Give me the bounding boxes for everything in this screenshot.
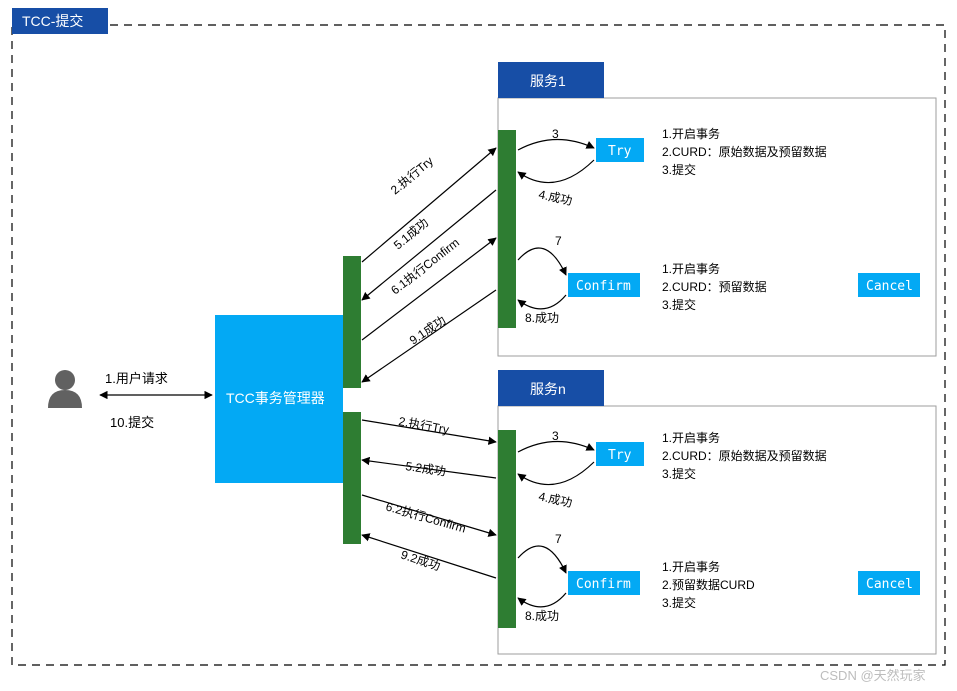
- svcn-edge-3: [518, 441, 594, 452]
- svc1-try-text: Try: [608, 144, 632, 159]
- svcn-edge-7-label: 7: [555, 532, 562, 546]
- svc1-edge-7-label: 7: [555, 234, 562, 248]
- svcn-header-text: 服务n: [530, 381, 566, 397]
- svcn-try-desc-3: 3.提交: [662, 466, 696, 481]
- svc1-green-bar: [498, 130, 516, 328]
- svc1-edge-7: [518, 248, 566, 275]
- user-request-label: 1.用户请求: [105, 371, 168, 386]
- svcn-confirm-desc-3: 3.提交: [662, 595, 696, 610]
- svcn-confirm-desc-1: 1.开启事务: [662, 559, 720, 574]
- svcn-edge-8: [518, 593, 566, 607]
- edge-svcn-2-label: 2.执行Try: [397, 414, 450, 437]
- svc1-edge-3-label: 3: [552, 127, 559, 141]
- svc1-edge-8: [518, 295, 566, 309]
- svc1-edge-8-label: 8.成功: [525, 311, 559, 325]
- user-commit-label: 10.提交: [110, 415, 154, 430]
- svc1-header-text: 服务1: [530, 73, 566, 89]
- svc1-try-desc-1: 1.开启事务: [662, 126, 720, 141]
- diagram: TCC-提交 1.用户请求 10.提交 TCC事务管理器 服务1 Try 1.开…: [0, 0, 957, 691]
- green-bar-mgr-bot: [343, 412, 361, 544]
- manager-label: TCC事务管理器: [226, 390, 325, 406]
- svcn-cancel-text: Cancel: [866, 577, 913, 592]
- svcn-green-bar: [498, 430, 516, 628]
- edge-svc1-91-label: 9.1成功: [407, 313, 449, 347]
- svc1-confirm-desc-3: 3.提交: [662, 297, 696, 312]
- svcn-edge-3-label: 3: [552, 429, 559, 443]
- svcn-edge-4: [518, 462, 594, 485]
- svc1-edge-4: [518, 160, 594, 183]
- svc1-cancel-text: Cancel: [866, 279, 913, 294]
- svcn-confirm-desc-2: 2.预留数据CURD: [662, 577, 755, 592]
- watermark: CSDN @天然玩家: [820, 668, 926, 683]
- svcn-edge-4-label: 4.成功: [537, 489, 573, 510]
- outer-border: [12, 25, 945, 665]
- svc1-edge-3: [518, 139, 594, 150]
- svcn-try-desc-1: 1.开启事务: [662, 430, 720, 445]
- green-bar-mgr-top: [343, 256, 361, 388]
- edge-svc1-2-label: 2.执行Try: [388, 154, 436, 197]
- edge-svcn-52-label: 5.2成功: [405, 459, 447, 479]
- svc1-try-desc-3: 3.提交: [662, 162, 696, 177]
- svcn-edge-8-label: 8.成功: [525, 609, 559, 623]
- edge-svcn-92-label: 9.2成功: [399, 548, 442, 574]
- svc1-confirm-desc-1: 1.开启事务: [662, 261, 720, 276]
- user-icon: [48, 370, 82, 408]
- svc1-confirm-desc-2: 2.CURD：预留数据: [662, 279, 767, 294]
- edge-svcn-62-label: 6.2执行Confirm: [384, 499, 467, 535]
- svcn-try-text: Try: [608, 448, 632, 463]
- title-text: TCC-提交: [22, 13, 83, 29]
- svc1-edge-4-label: 4.成功: [537, 187, 573, 208]
- svc1-confirm-text: Confirm: [576, 279, 631, 294]
- svcn-confirm-text: Confirm: [576, 577, 631, 592]
- svc1-try-desc-2: 2.CURD：原始数据及预留数据: [662, 144, 827, 159]
- svcn-try-desc-2: 2.CURD：原始数据及预留数据: [662, 448, 827, 463]
- svcn-edge-7: [518, 546, 566, 573]
